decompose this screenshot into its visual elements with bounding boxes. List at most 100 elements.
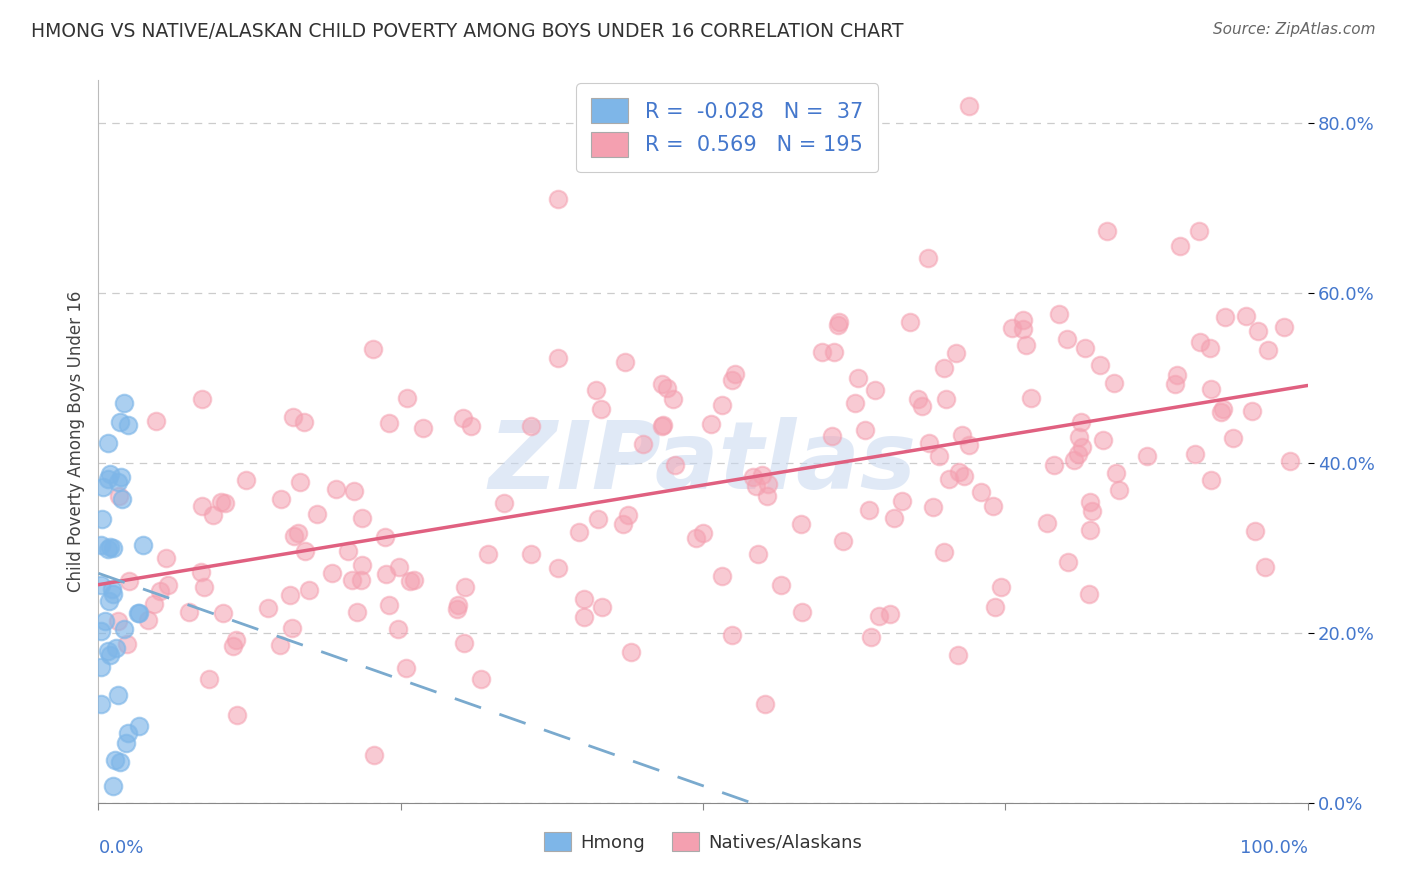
Point xyxy=(747,547,769,561)
Point xyxy=(103,541,125,555)
Point xyxy=(1070,440,1092,454)
Y-axis label: Child Poverty Among Boys Under 16: Child Poverty Among Boys Under 16 xyxy=(66,291,84,592)
Point xyxy=(1240,404,1263,418)
Point xyxy=(378,598,401,612)
Point xyxy=(1088,358,1111,372)
Point xyxy=(90,512,112,526)
Point xyxy=(1201,382,1223,396)
Point xyxy=(756,489,779,503)
Point xyxy=(1091,433,1114,447)
Point xyxy=(257,601,280,615)
Point xyxy=(957,99,980,113)
Point xyxy=(117,417,139,432)
Point xyxy=(907,392,929,406)
Point xyxy=(1066,447,1088,461)
Point xyxy=(112,396,135,410)
Point xyxy=(145,414,167,428)
Point xyxy=(225,633,247,648)
Point xyxy=(921,500,943,514)
Point xyxy=(117,725,139,739)
Point xyxy=(846,371,869,385)
Point xyxy=(325,482,347,496)
Point xyxy=(97,436,120,450)
Point xyxy=(157,578,180,592)
Point xyxy=(378,416,401,430)
Point xyxy=(201,508,224,523)
Point xyxy=(1274,320,1296,334)
Point xyxy=(1104,466,1126,480)
Point xyxy=(98,467,121,481)
Point xyxy=(1168,239,1191,253)
Point xyxy=(1184,447,1206,461)
Point xyxy=(396,392,419,406)
Point xyxy=(132,538,155,552)
Point xyxy=(1047,307,1070,321)
Point xyxy=(651,377,673,392)
Point xyxy=(343,483,366,498)
Point xyxy=(741,470,763,484)
Point xyxy=(128,606,150,620)
Point xyxy=(97,644,120,658)
Point xyxy=(547,192,569,206)
Point xyxy=(1012,313,1035,327)
Point xyxy=(155,551,177,566)
Point xyxy=(984,599,1007,614)
Point xyxy=(90,660,112,674)
Point xyxy=(1063,453,1085,467)
Point xyxy=(585,384,607,398)
Point xyxy=(446,601,468,615)
Point xyxy=(1011,322,1033,336)
Point xyxy=(101,779,124,793)
Point xyxy=(269,638,291,652)
Point xyxy=(103,753,125,767)
Point xyxy=(340,574,363,588)
Point xyxy=(115,637,138,651)
Point xyxy=(190,565,212,579)
Point xyxy=(831,533,853,548)
Point xyxy=(1213,310,1236,325)
Point xyxy=(1070,416,1092,430)
Point xyxy=(1166,368,1188,382)
Point xyxy=(404,573,426,587)
Point xyxy=(287,525,309,540)
Point xyxy=(790,606,813,620)
Point xyxy=(118,574,141,589)
Point xyxy=(107,688,129,702)
Point xyxy=(547,560,569,574)
Point xyxy=(547,351,569,365)
Point xyxy=(97,472,120,486)
Point xyxy=(97,593,120,607)
Point xyxy=(827,318,849,333)
Point xyxy=(98,540,121,554)
Point xyxy=(685,531,707,545)
Point xyxy=(970,484,993,499)
Point xyxy=(1247,324,1270,338)
Point xyxy=(136,614,159,628)
Point xyxy=(858,503,880,517)
Point xyxy=(387,622,409,636)
Point xyxy=(723,368,745,382)
Point xyxy=(1069,430,1091,444)
Point xyxy=(281,410,304,425)
Point xyxy=(128,719,150,733)
Point xyxy=(981,499,1004,513)
Point xyxy=(1222,432,1244,446)
Legend: Hmong, Natives/Alaskans: Hmong, Natives/Alaskans xyxy=(537,825,869,859)
Point xyxy=(769,577,792,591)
Point xyxy=(945,346,967,360)
Point xyxy=(572,610,595,624)
Point xyxy=(470,672,492,686)
Point xyxy=(388,560,411,574)
Point xyxy=(115,736,138,750)
Point xyxy=(111,491,134,506)
Point xyxy=(1164,377,1187,392)
Point xyxy=(142,598,165,612)
Point xyxy=(863,383,886,397)
Point xyxy=(94,614,117,628)
Point xyxy=(214,496,236,510)
Point xyxy=(1001,321,1024,335)
Point xyxy=(1244,524,1267,539)
Point xyxy=(321,566,343,580)
Point xyxy=(938,472,960,486)
Point xyxy=(90,538,112,552)
